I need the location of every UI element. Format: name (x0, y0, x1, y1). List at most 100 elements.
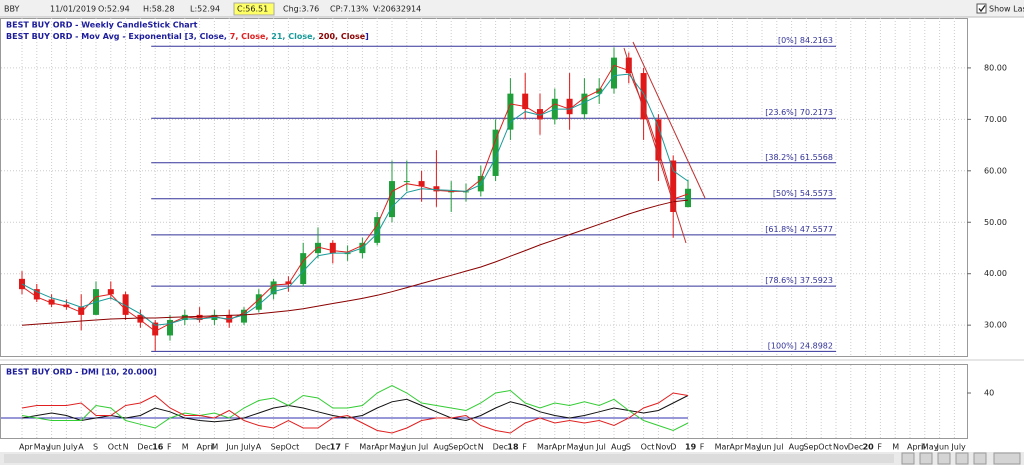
x-tick-label: Oct (285, 443, 299, 452)
x-tick-label: F (700, 443, 705, 452)
x-tick-label: Dec (315, 443, 330, 452)
x-tick-label: Mar (715, 443, 731, 452)
checkmark (978, 5, 986, 13)
x-tick-label: Apr (729, 443, 744, 452)
y-tick-label: 70.00 (984, 115, 1007, 124)
candle-body (285, 281, 292, 284)
candle-body (300, 253, 307, 284)
subtitle-part: BEST BUY ORD - Mov Avg - Exponential [3,… (6, 32, 230, 41)
x-tick-label: M (892, 443, 899, 452)
x-tick-label: F (345, 443, 350, 452)
x-tick-label: April (197, 443, 215, 452)
y-tick-label: 60.00 (984, 166, 1007, 175)
fib-level: [38.2%] (765, 152, 797, 161)
candle-body (196, 314, 203, 321)
candle-body (241, 309, 247, 323)
x-tick-label: F (167, 443, 172, 452)
volume: V:20632914 (373, 5, 421, 14)
candle-body (167, 320, 173, 336)
fib-level: [50%] (773, 188, 797, 197)
zoom-in[interactable] (919, 452, 933, 465)
x-tick-label: N (478, 443, 484, 452)
x-tick-label: May (567, 443, 584, 452)
candle-body (522, 93, 529, 110)
candle-body (152, 322, 159, 336)
x-tick-label: 17 (330, 443, 341, 452)
trend-line (632, 41, 706, 199)
fib-value: 54.5573 (800, 188, 833, 197)
x-tick-label: Jul (418, 443, 429, 452)
fib-level: [0%] (778, 36, 797, 45)
scroll-end[interactable] (993, 452, 1021, 465)
fib-value: 47.5577 (800, 224, 833, 233)
symbol: BBY (4, 5, 20, 14)
x-tick-label: Oct (463, 443, 477, 452)
open: O:52.94 (98, 5, 130, 14)
x-tick-label: Oct (108, 443, 122, 452)
candle-body (344, 253, 351, 255)
fib-value: 37.5923 (800, 276, 833, 285)
change: Chg:3.76 (283, 5, 319, 14)
x-tick-label: July (950, 443, 966, 452)
x-tick-label: Jun (758, 443, 772, 452)
candle-body (48, 299, 55, 305)
close: C:56.51 (237, 5, 268, 14)
fib-label: [100%] 24.8982 (768, 341, 833, 350)
fib-level: [100%] (768, 341, 797, 350)
x-tick-label: 20 (863, 443, 875, 452)
scroll-track[interactable] (4, 454, 894, 463)
y-tick-label: 50.00 (984, 218, 1007, 227)
candle-body (433, 186, 440, 192)
subtitle-part: 200, Close (318, 32, 365, 41)
fib-level: [78.6%] (765, 276, 797, 285)
close-highlight (233, 2, 275, 16)
candle-body (596, 88, 603, 94)
x-tick-label: A (78, 443, 84, 452)
subtitle-part: 7, Close, (230, 32, 272, 41)
candle-body (507, 93, 514, 130)
scroll-right[interactable] (955, 452, 969, 465)
candle-body (389, 181, 395, 218)
x-tick-label: Oct (818, 443, 832, 452)
y-tick-label: 40 (984, 389, 994, 398)
x-tick-label: Sep (448, 443, 463, 452)
fib-value: 84.2163 (800, 36, 833, 45)
candle-body (418, 181, 425, 187)
candle-body (403, 181, 410, 183)
candle-body (315, 242, 321, 254)
x-tick-label: Mar (359, 443, 375, 452)
zoom-out[interactable] (937, 452, 951, 465)
line-series (21, 392, 689, 434)
show-last-checkbox[interactable] (976, 3, 987, 14)
candle-body (78, 307, 85, 315)
change-pct: CP:7.13% (330, 5, 369, 14)
x-tick-label: N (123, 443, 129, 452)
x-tick-label: Aug (789, 443, 805, 452)
chart-title: BEST BUY ORD - Weekly CandleStick Chart (6, 21, 198, 30)
candle-body (670, 160, 677, 212)
show-last-label[interactable]: Show Last (989, 5, 1024, 14)
x-tick-label: Jun (580, 443, 594, 452)
x-tick-label: S (93, 443, 98, 452)
x-tick-label: Nov (833, 443, 849, 452)
candle-body (566, 98, 573, 115)
x-tick-label: Sep (271, 443, 286, 452)
x-tick-label: May (389, 443, 406, 452)
x-tick-label: Nov (655, 443, 671, 452)
x-tick-label: 18 (507, 443, 519, 452)
reset[interactable] (973, 452, 987, 465)
candle-body (611, 57, 617, 89)
fib-value: 24.8982 (800, 341, 833, 350)
scroll-left[interactable] (901, 452, 915, 465)
x-tick-label: Apr (374, 443, 389, 452)
dmi-title: BEST BUY ORD - DMI [10, 20.000] (6, 368, 157, 377)
x-tick-label: M (211, 443, 218, 452)
x-tick-label: July (240, 443, 256, 452)
y-tick-label: 40.00 (984, 269, 1007, 278)
x-tick-label: July (62, 443, 78, 452)
fib-value: 70.2173 (800, 108, 833, 117)
fib-label: [61.8%] 47.5577 (765, 224, 833, 233)
subtitle-part: ] (365, 32, 369, 41)
